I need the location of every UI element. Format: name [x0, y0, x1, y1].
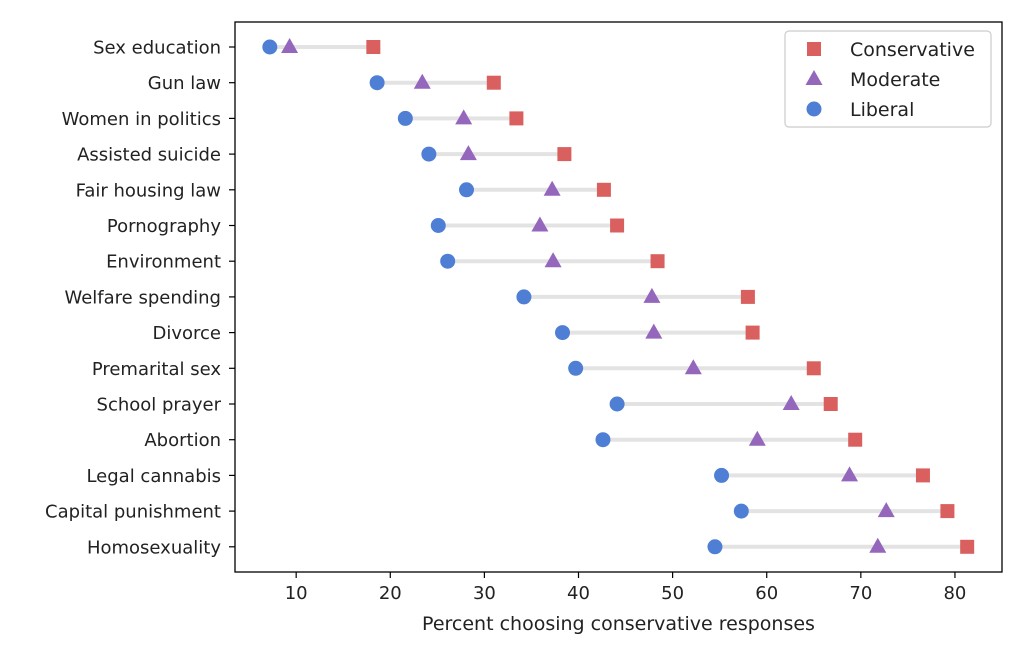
liberal-point-divorce [555, 325, 571, 341]
y-tick-label-welfare-spending: Welfare spending [64, 287, 221, 308]
conservative-point-abortion [848, 432, 863, 447]
moderate-point-pornography [531, 216, 549, 232]
x-tick-label: 30 [473, 583, 496, 604]
y-tick-label-homosexuality: Homosexuality [87, 537, 221, 558]
x-tick-label: 50 [661, 583, 684, 604]
x-tick-label: 70 [849, 583, 872, 604]
moderate-point-capital-punishment [877, 502, 895, 518]
liberal-point-gun-law [369, 75, 385, 91]
moderate-point-fair-housing-law [543, 180, 561, 196]
liberal-point-legal-cannabis [714, 467, 730, 483]
conservative-point-divorce [745, 325, 760, 340]
y-tick-label-sex-education: Sex education [93, 38, 221, 59]
moderate-point-premarital-sex [684, 359, 702, 375]
conservative-point-sex-education [366, 40, 381, 54]
legend-marker-liberal [806, 101, 822, 117]
x-tick-label: 20 [379, 583, 402, 604]
liberal-point-school-prayer [609, 396, 625, 412]
liberal-point-sex-education [262, 39, 278, 55]
y-tick-label-pornography: Pornography [107, 216, 221, 237]
y-tick-label-fair-housing-law: Fair housing law [76, 180, 221, 201]
conservative-point-legal-cannabis [915, 468, 930, 483]
y-axis-ticks: Sex education Gun law Women in politics Ass… [45, 38, 235, 558]
conservative-point-capital-punishment [940, 504, 955, 519]
conservative-point-assisted-suicide [557, 147, 572, 162]
legend-marker-moderate [805, 70, 823, 85]
moderate-point-assisted-suicide [459, 145, 477, 161]
liberal-point-pornography [430, 218, 446, 233]
conservative-point-environment [650, 254, 665, 269]
liberal-point-fair-housing-law [459, 182, 475, 198]
y-tick-label-school-prayer: School prayer [97, 395, 222, 416]
legend-marker-conservative [807, 42, 821, 56]
x-tick-label: 40 [567, 583, 590, 604]
moderate-point-women-in-politics [455, 109, 473, 125]
legend-label-liberal: Liberal [850, 99, 914, 121]
x-tick-label: 80 [943, 583, 966, 604]
legend: Conservative Moderate Liberal [784, 30, 992, 128]
data-markers [262, 38, 975, 555]
moderate-point-welfare-spending [643, 287, 661, 303]
liberal-point-homosexuality [707, 539, 723, 555]
moderate-point-abortion [748, 430, 766, 446]
y-tick-label-gun-law: Gun law [148, 73, 221, 94]
y-tick-label-environment: Environment [106, 252, 221, 273]
y-tick-label-assisted-suicide: Assisted suicide [77, 145, 221, 166]
liberal-point-welfare-spending [516, 289, 532, 305]
moderate-point-homosexuality [869, 537, 887, 553]
liberal-point-abortion [595, 432, 611, 448]
conservative-point-school-prayer [823, 397, 838, 411]
x-tick-label: 10 [285, 583, 308, 604]
y-tick-label-premarital-sex: Premarital sex [92, 359, 222, 380]
liberal-point-assisted-suicide [421, 146, 437, 162]
liberal-point-premarital-sex [568, 360, 584, 376]
x-axis-label: Percent choosing conservative responses [422, 613, 815, 635]
liberal-point-women-in-politics [397, 110, 413, 126]
conservative-point-gun-law [486, 75, 501, 90]
y-tick-label-divorce: Divorce [152, 323, 221, 344]
y-tick-label-capital-punishment: Capital punishment [45, 502, 221, 523]
conservative-point-welfare-spending [740, 289, 755, 304]
moderate-point-environment [544, 252, 562, 268]
y-tick-label-abortion: Abortion [144, 430, 221, 451]
conservative-point-pornography [610, 218, 625, 233]
y-tick-label-legal-cannabis: Legal cannabis [86, 466, 221, 487]
conservative-point-premarital-sex [806, 361, 821, 376]
moderate-point-sex-education [281, 38, 299, 53]
legend-label-conservative: Conservative [850, 39, 975, 61]
moderate-point-school-prayer [782, 395, 800, 410]
conservative-point-fair-housing-law [596, 182, 611, 197]
x-tick-label: 60 [755, 583, 778, 604]
conservative-point-homosexuality [960, 539, 975, 554]
conservative-point-women-in-politics [509, 111, 524, 126]
moderate-point-legal-cannabis [841, 466, 859, 482]
moderate-point-divorce [645, 323, 663, 339]
x-axis-ticks: 10 20 30 40 50 60 70 80 [285, 572, 966, 604]
range-lines [267, 45, 970, 549]
plot-frame [234, 21, 1003, 573]
legend-label-moderate: Moderate [850, 69, 940, 91]
liberal-point-environment [440, 253, 456, 269]
liberal-point-capital-punishment [733, 503, 749, 519]
moderate-point-gun-law [413, 73, 431, 89]
legend-box [784, 30, 992, 128]
y-tick-label-women-in-politics: Women in politics [62, 109, 221, 130]
